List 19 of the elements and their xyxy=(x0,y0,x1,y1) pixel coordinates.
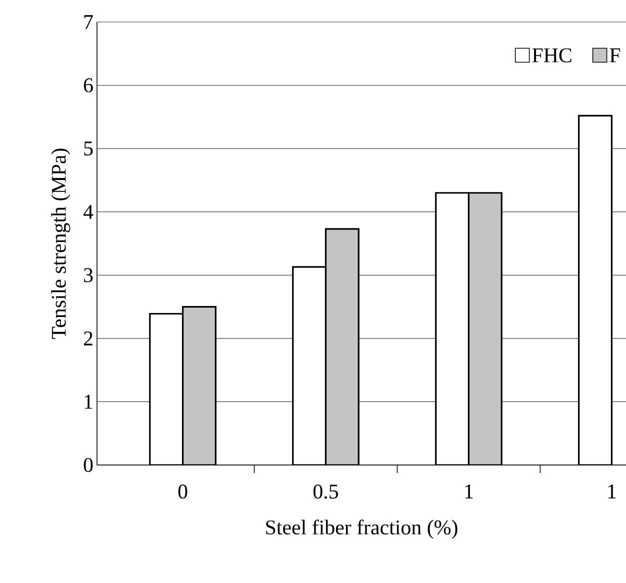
x-tick-label: 0 xyxy=(178,484,188,499)
x-tick-label: 1 xyxy=(465,484,473,498)
y-tick-label: 1 xyxy=(84,394,92,409)
text: FHC xyxy=(532,48,572,62)
y-tick-label: 7 xyxy=(84,15,93,29)
y-tick-label: 6 xyxy=(84,78,93,92)
bar xyxy=(182,306,216,465)
y-axis-title: Tensile strength (MPa) xyxy=(51,148,70,339)
y-tick-label: 2 xyxy=(84,331,92,346)
x-tick-label: 1 xyxy=(608,484,616,498)
x-tick-label: 0.5 xyxy=(313,484,338,499)
bar xyxy=(468,192,502,465)
x-axis-title: Steel fiber fraction (%) xyxy=(266,520,458,539)
bar xyxy=(324,228,360,465)
y-tick-label: 0 xyxy=(84,458,93,472)
y-tick-label: 5 xyxy=(84,142,93,156)
y-tick-label: 3 xyxy=(84,268,93,282)
legend-label: F xyxy=(610,48,620,62)
y-tick-label: 4 xyxy=(83,204,94,219)
